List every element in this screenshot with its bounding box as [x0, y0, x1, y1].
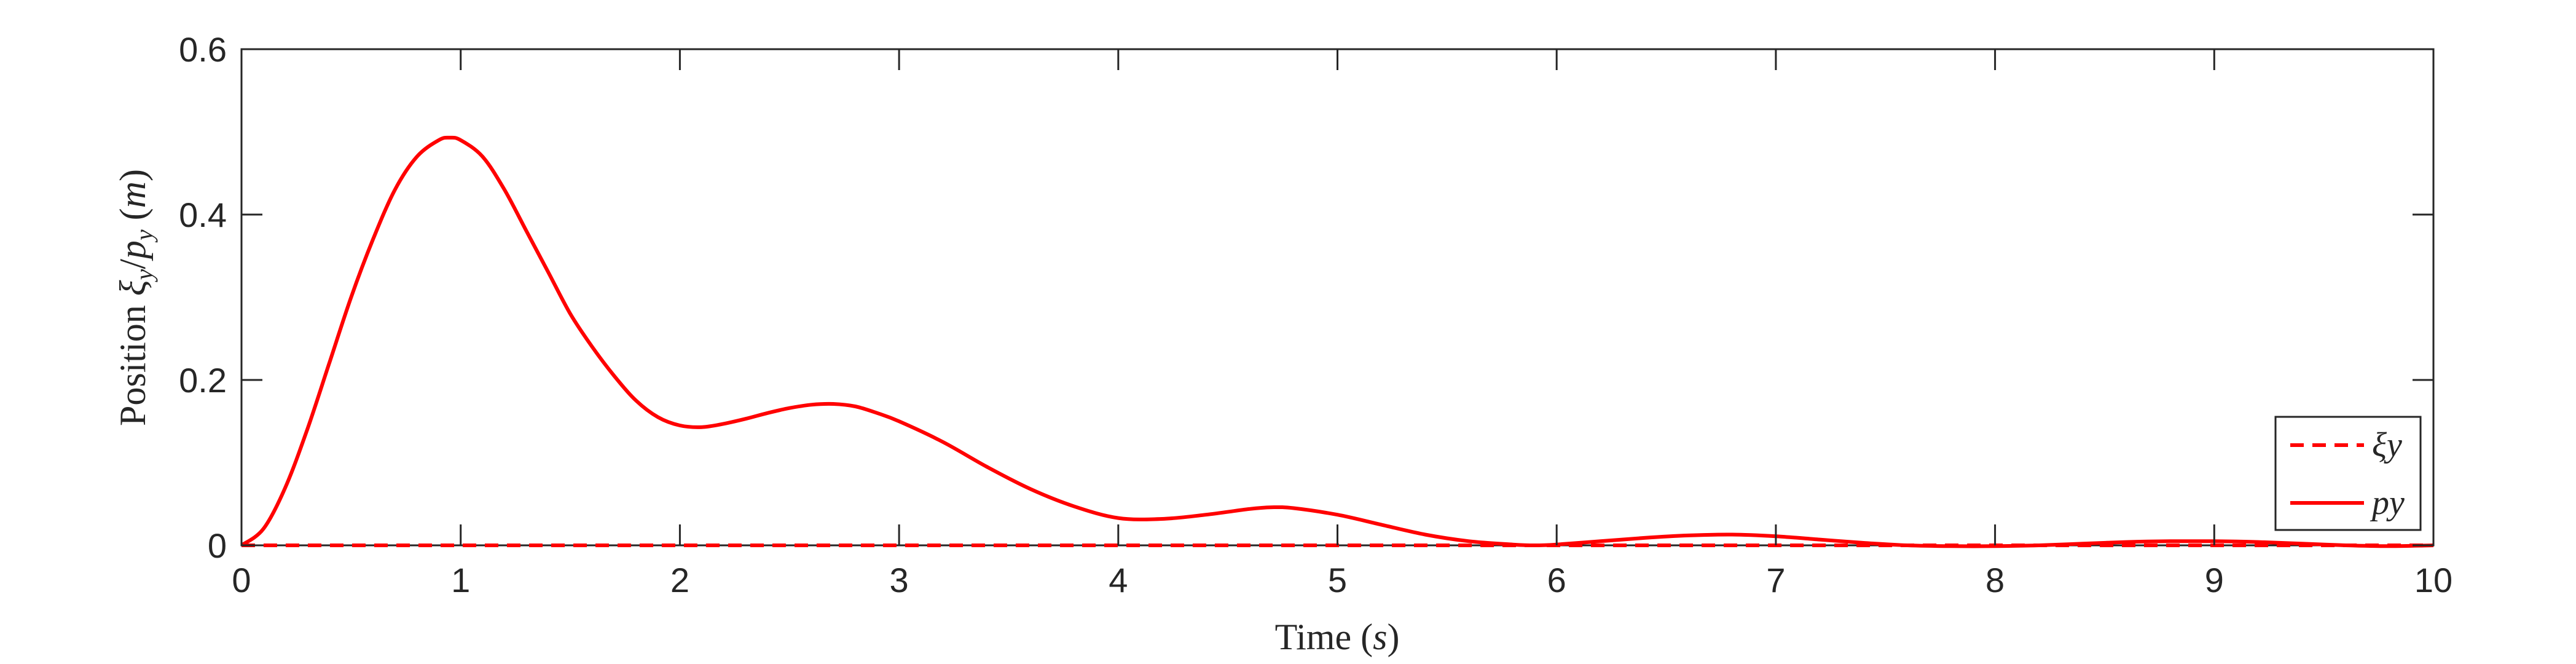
x-tick-label: 1 [451, 561, 470, 599]
x-tick-label: 7 [1766, 561, 1785, 599]
x-tick-label: 10 [2414, 561, 2452, 599]
x-tick-label: 5 [1328, 561, 1347, 599]
series-line-p-y [240, 135, 2434, 548]
legend-box [2274, 416, 2422, 531]
x-tick-label: 4 [1109, 561, 1128, 599]
plot-area [240, 48, 2435, 548]
legend-label-p-y: py [2370, 484, 2405, 522]
legend: ξy py [2274, 416, 2422, 531]
y-axis: 0 0.2 0.4 0.6 [179, 30, 2433, 565]
y-tick-label: 0 [208, 526, 227, 565]
x-axis-label: Time (s) [1275, 617, 1400, 657]
legend-label-xi-y: ξy [2372, 426, 2402, 464]
plot-frame [240, 48, 2435, 547]
x-tick-label: 2 [670, 561, 689, 599]
x-tick-label: 0 [232, 561, 251, 599]
x-tick-label: 8 [1985, 561, 2005, 599]
series-layer [240, 135, 2434, 548]
x-axis: 0 1 2 3 4 5 6 7 8 9 10 [232, 49, 2452, 599]
y-tick-label: 0.4 [179, 196, 227, 234]
y-tick-label: 0.6 [179, 30, 227, 69]
y-tick-label: 0.2 [179, 361, 227, 400]
y-axis-label: Position ξy/py (m) [112, 169, 158, 426]
x-tick-label: 9 [2205, 561, 2224, 599]
x-tick-label: 3 [890, 561, 909, 599]
x-tick-label: 6 [1547, 561, 1566, 599]
